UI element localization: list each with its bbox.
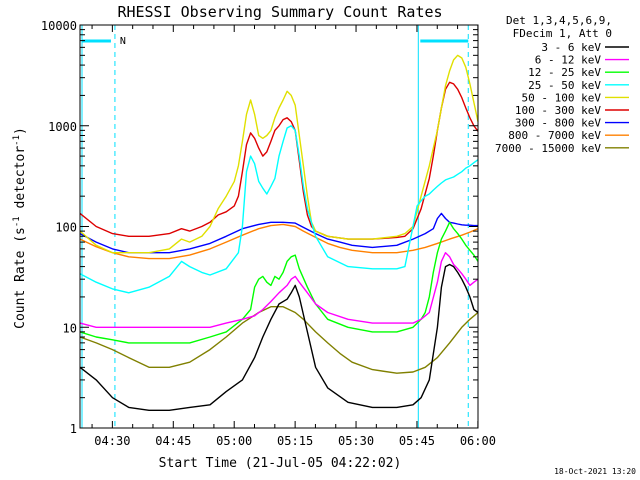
x-tick-label: 05:45: [399, 434, 435, 448]
series-lines: [79, 54, 479, 411]
legend-label: 12 - 25 keV: [528, 66, 601, 79]
legend-header-line: FDecim 1, Att 0: [513, 27, 612, 40]
legend: Det 1,3,4,5,6,9,FDecim 1, Att 03 - 6 keV…: [495, 14, 629, 155]
series-line-4: [79, 54, 479, 254]
legend-label: 50 - 100 keV: [522, 91, 602, 104]
x-tick-label: 05:15: [277, 434, 313, 448]
x-tick-label: 05:00: [216, 434, 252, 448]
x-tick-label: 04:30: [94, 434, 130, 448]
y-tick-label: 1000: [48, 120, 77, 134]
footer-date: 18-Oct-2021 13:20: [554, 467, 636, 476]
x-axis-label: Start Time (21-Jul-05 04:22:02): [159, 456, 402, 471]
series-line-2: [79, 221, 479, 344]
y-axis-label-mid: detector: [13, 146, 28, 217]
x-tick-label: 06:00: [460, 434, 496, 448]
legend-label: 6 - 12 keV: [535, 54, 602, 67]
y-axis-label-sup2: -1: [12, 135, 22, 146]
y-tick-label: 10: [63, 321, 77, 335]
legend-label: 100 - 300 keV: [515, 104, 601, 117]
y-axis-label-main: Count Rate (s: [13, 227, 28, 329]
y-tick-label: 100: [55, 221, 77, 235]
series-line-6: [79, 212, 478, 254]
legend-label: 300 - 800 keV: [515, 117, 601, 130]
series-line-0: [79, 263, 479, 411]
y-tick-label: 1: [70, 422, 77, 436]
chart-title: RHESSI Observing Summary Count Rates: [117, 3, 442, 21]
y-axis-label: Count Rate (s-1 detector-1): [12, 127, 28, 329]
x-tick-label: 04:45: [155, 434, 191, 448]
legend-label: 3 - 6 keV: [541, 41, 601, 54]
legend-label: 7000 - 15000 keV: [495, 142, 601, 155]
series-line-3: [79, 125, 479, 294]
legend-label: 800 - 7000 keV: [508, 129, 601, 142]
night-marker-label: N: [120, 36, 126, 47]
series-line-1: [79, 251, 479, 328]
axes: 04:30 04:45 05:00 05:15 05:30 05:45 06:00 1 10 10…: [41, 19, 496, 448]
y-axis-label-sup1: -1: [12, 216, 22, 227]
series-line-7: [79, 223, 479, 260]
legend-header-line: Det 1,3,4,5,6,9,: [506, 14, 612, 27]
y-axis-label-end: ): [13, 127, 28, 135]
y-tick-label: 10000: [41, 19, 77, 33]
legend-label: 25 - 50 keV: [528, 79, 601, 92]
x-tick-label: 05:30: [338, 434, 374, 448]
